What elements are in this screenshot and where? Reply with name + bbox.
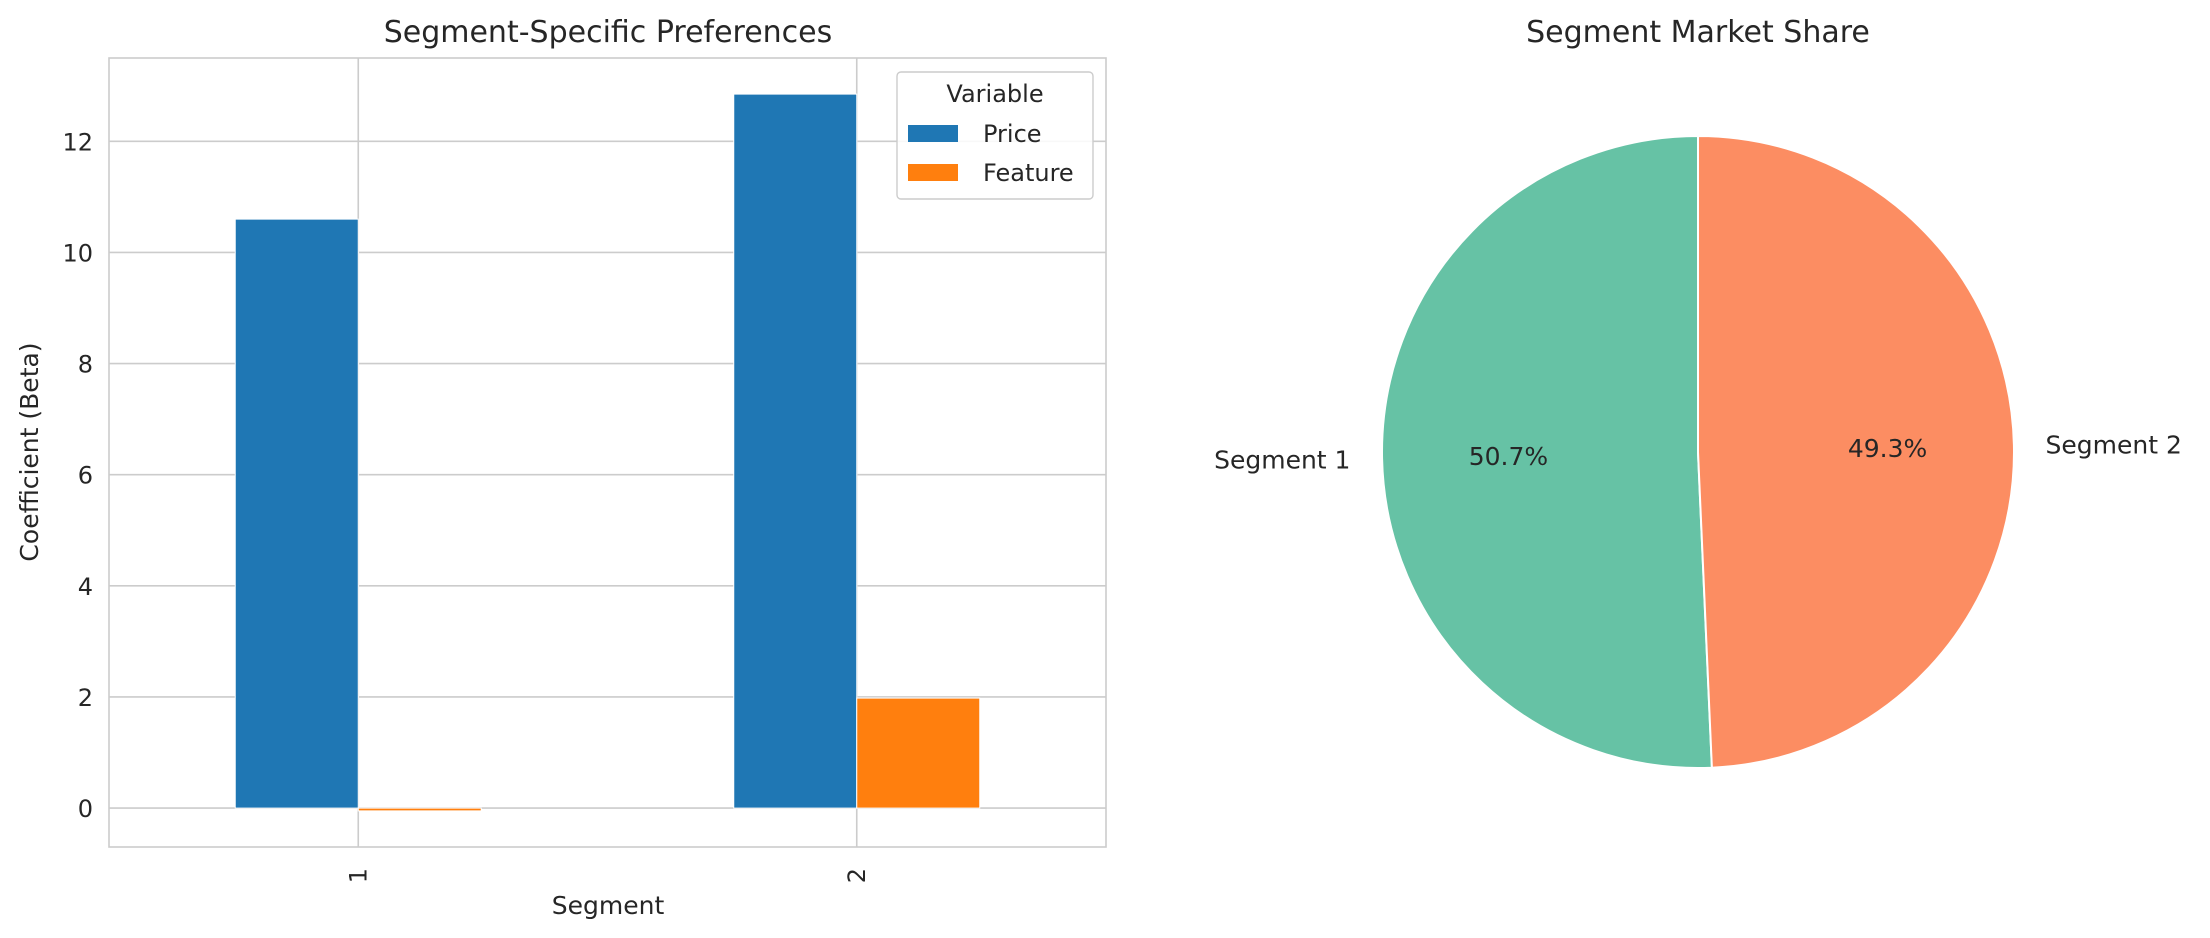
- bar-chart-title: Segment-Specific Preferences: [384, 15, 833, 50]
- pie-chart-slices: [1381, 134, 2015, 769]
- legend-label-price: Price: [983, 120, 1042, 148]
- bar-chart-y-axis-label: Coefficient (Beta): [15, 342, 44, 561]
- y-tick-label: 4: [78, 573, 93, 601]
- legend-title: Variable: [946, 80, 1043, 108]
- pie-label-segment-1: Segment 1: [1214, 446, 1350, 475]
- bar-chart-y-ticks: 0 2 4 6 8 10 12: [62, 128, 93, 823]
- y-tick-label: 10: [62, 239, 93, 267]
- pie-chart-labels: Segment 1 50.7% Segment 2 49.3%: [1214, 430, 2182, 474]
- bar-chart-legend: Variable Price Feature: [896, 71, 1094, 200]
- y-tick-label: 8: [78, 351, 93, 379]
- y-tick-label: 2: [78, 684, 93, 712]
- bar-price-segment-1: [234, 218, 359, 809]
- y-tick-label: 12: [62, 128, 93, 156]
- y-tick-label: 0: [78, 795, 93, 823]
- bar-chart-plot-frame: [108, 57, 1107, 848]
- pie-label-segment-2: Segment 2: [2046, 430, 2182, 459]
- bar-chart-bars: [234, 93, 981, 812]
- x-tick-label: 1: [344, 868, 372, 883]
- bar-feature-segment-2: [856, 697, 981, 809]
- legend-swatch-feature: [908, 164, 958, 181]
- pie-chart-panel: Segment Market Share Segment 1 50.7% Segme…: [1214, 15, 2182, 769]
- pie-slice-segment-1: [1381, 134, 1713, 769]
- pie-slice-segment-2: [1697, 134, 2015, 769]
- x-tick-label: 2: [843, 868, 871, 883]
- bar-price-segment-2: [733, 93, 858, 809]
- pie-chart-title: Segment Market Share: [1526, 15, 1870, 50]
- y-tick-label: 6: [78, 462, 93, 490]
- bar-chart-x-axis-label: Segment: [552, 891, 665, 920]
- legend-swatch-price: [908, 125, 958, 142]
- legend-label-feature: Feature: [983, 159, 1074, 187]
- pie-percent-segment-2: 49.3%: [1848, 434, 1927, 463]
- pie-percent-segment-1: 50.7%: [1469, 442, 1548, 471]
- bar-feature-segment-1: [357, 807, 482, 812]
